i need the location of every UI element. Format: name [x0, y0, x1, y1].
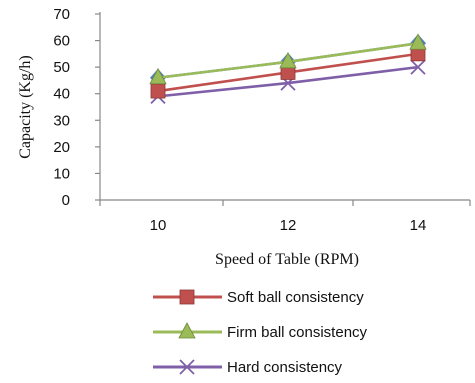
legend-item-firm: Firm ball consistency	[153, 322, 368, 341]
legend: Soft ball consistency Firm ball consisten…	[153, 289, 368, 376]
legend-marker-hard	[179, 359, 195, 375]
series-firm	[149, 33, 427, 85]
x-axis-title: Speed of Table (RPM)	[215, 251, 359, 268]
legend-marker-soft	[179, 289, 195, 305]
y-tick-label: 0	[62, 192, 70, 209]
y-axis-title: Capacity (Kg/h)	[17, 55, 34, 159]
series-soft	[150, 46, 426, 99]
data-point-hard	[410, 59, 426, 75]
x-tick-label: 12	[280, 217, 297, 234]
y-tick-label: 30	[53, 112, 70, 129]
x-axis-ticks: 10 12 14	[99, 200, 471, 234]
legend-marker-firm	[178, 322, 196, 339]
y-tick-label: 60	[53, 33, 70, 50]
legend-label: Firm ball consistency	[227, 324, 368, 341]
legend-label: Soft ball consistency	[227, 289, 364, 306]
series-layer	[149, 33, 427, 105]
data-point-firm	[409, 33, 427, 50]
legend-item-soft: Soft ball consistency	[153, 289, 364, 306]
y-tick-label: 70	[53, 6, 70, 23]
y-axis-ticks: 0 10 20 30 40 50 60 70	[53, 6, 100, 209]
data-point-soft	[150, 83, 166, 99]
y-tick-label: 10	[53, 165, 70, 182]
data-point-firm	[279, 51, 297, 69]
y-tick-label: 50	[53, 59, 70, 76]
legend-label: Hard consistency	[227, 359, 343, 376]
y-tick-label: 20	[53, 139, 70, 156]
legend-item-hard: Hard consistency	[153, 359, 343, 376]
x-tick-label: 10	[150, 217, 167, 234]
y-tick-label: 40	[53, 86, 70, 103]
data-point-firm	[149, 67, 167, 85]
x-tick-label: 14	[410, 217, 427, 234]
